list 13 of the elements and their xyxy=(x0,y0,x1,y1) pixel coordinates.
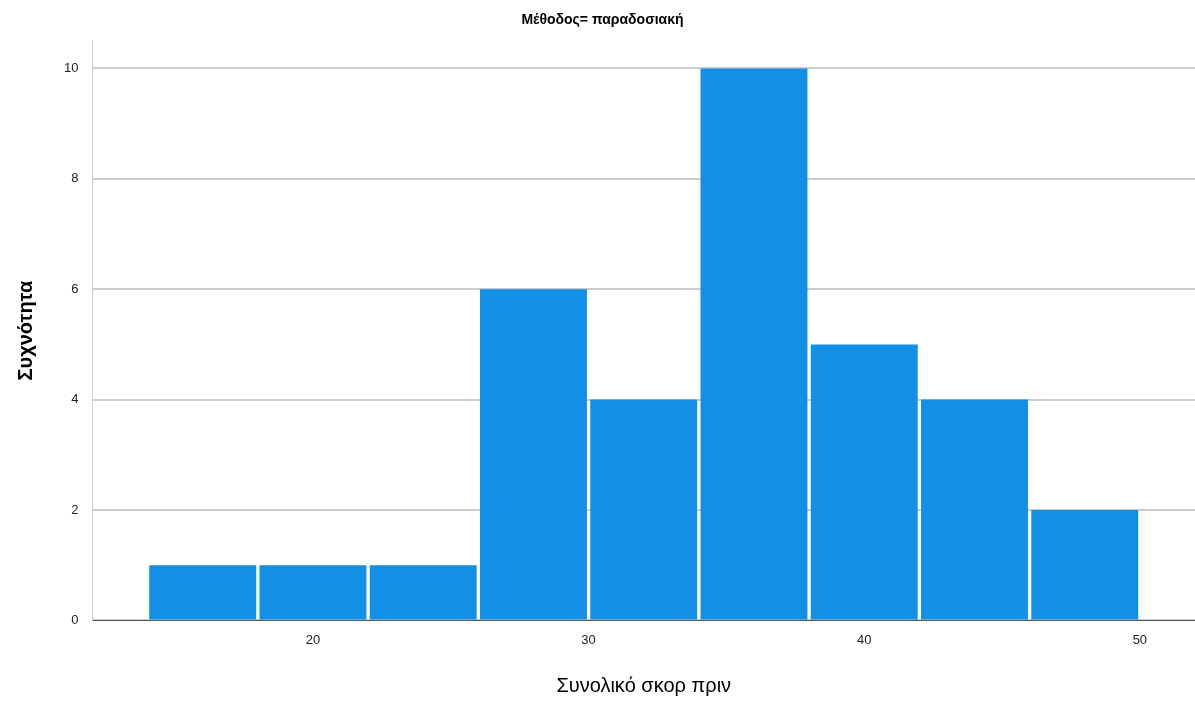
chart-title: Μέθοδος= παραδοσιακή xyxy=(521,11,684,28)
x-tick-label: 40 xyxy=(857,631,872,647)
x-tick-label: 50 xyxy=(1132,631,1148,647)
y-tick-label: 10 xyxy=(63,59,79,75)
y-tick-label: 6 xyxy=(71,280,79,296)
y-tick-label: 4 xyxy=(71,391,79,407)
y-tick-label: 0 xyxy=(71,611,79,627)
x-axis-title: Συνολικό σκορ πριν xyxy=(556,673,732,696)
x-tick-label: 30 xyxy=(581,631,596,647)
x-tick-label: 20 xyxy=(305,631,321,647)
y-axis-title: Συχνότητα xyxy=(13,280,36,381)
y-tick-label: 8 xyxy=(71,170,79,186)
y-tick-label: 2 xyxy=(71,501,79,517)
